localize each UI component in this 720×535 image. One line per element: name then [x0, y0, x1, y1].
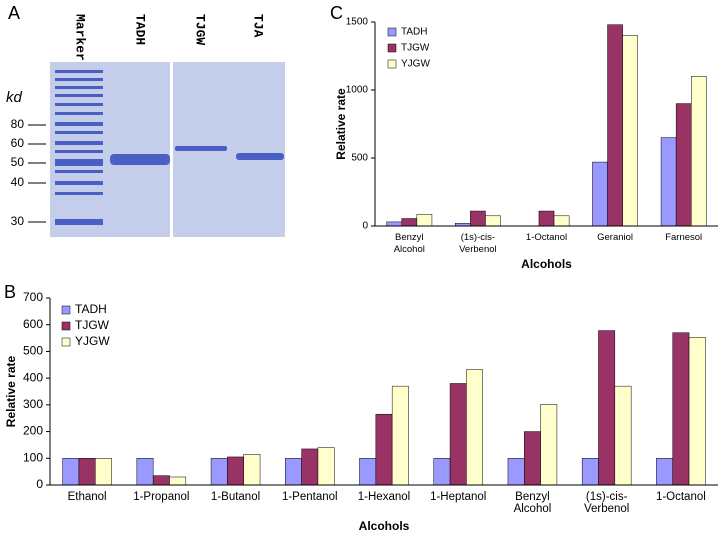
- bar: [672, 332, 690, 486]
- x-tick-label: Ethanol: [67, 491, 107, 503]
- x-tick-label: 1-Butanol: [210, 491, 261, 503]
- x-tick-label: 1-Octanol: [655, 491, 706, 503]
- legend-label: TADH: [401, 27, 427, 38]
- bar: [538, 210, 555, 227]
- legend-label: YJGW: [401, 59, 430, 70]
- y-tick-label: 500: [23, 344, 43, 358]
- legend-label: YJGW: [75, 334, 110, 348]
- marker-label: 50: [11, 155, 25, 169]
- bar: [485, 215, 501, 227]
- y-tick-label: 700: [23, 290, 43, 304]
- legend-swatch: [387, 43, 397, 53]
- bar: [553, 215, 570, 227]
- bar: [470, 210, 486, 227]
- legend-label: TADH: [75, 302, 107, 316]
- x-axis-label: Alcohols: [359, 519, 410, 533]
- bar: [95, 458, 112, 486]
- bar: [169, 476, 187, 486]
- legend-swatch: [61, 305, 71, 315]
- bar: [433, 458, 451, 486]
- lane-label: TJGW: [193, 14, 208, 45]
- bar: [152, 475, 170, 486]
- bar: [243, 454, 261, 486]
- bar: [690, 76, 707, 227]
- bar: [227, 456, 244, 486]
- bar: [581, 458, 599, 486]
- bar: [359, 458, 377, 486]
- bar: [598, 330, 616, 486]
- bar: [688, 337, 706, 486]
- bar: [62, 458, 80, 486]
- bar: [210, 458, 228, 486]
- y-tick-label: 100: [23, 450, 43, 464]
- y-tick-label: 500: [351, 153, 368, 164]
- x-tick-label: (1s)-cis-Verbenol: [459, 232, 497, 255]
- bar: [386, 221, 403, 227]
- bar: [660, 137, 677, 227]
- x-tick-label: 1-Pentanol: [281, 491, 338, 503]
- bar: [416, 214, 433, 227]
- marker-label: 60: [11, 136, 25, 150]
- bar: [466, 369, 483, 486]
- legend-label: TJGW: [401, 43, 430, 54]
- x-axis-label: Alcohols: [521, 257, 572, 271]
- y-tick-label: 0: [36, 477, 43, 491]
- bar: [675, 103, 692, 227]
- y-tick-label: 200: [23, 424, 43, 438]
- x-tick-label: Benzyl Alcohol: [513, 491, 552, 515]
- panel-label: A: [8, 3, 20, 23]
- marker-ticks: [28, 124, 46, 223]
- lane-label: TJA: [251, 14, 266, 38]
- y-tick-label: 1500: [346, 17, 369, 28]
- bar: [507, 458, 525, 486]
- bar: [301, 448, 319, 486]
- lane-label: Marker: [73, 14, 88, 61]
- panel-label: C: [330, 3, 343, 23]
- x-tick-label: 1-Hexanol: [357, 491, 411, 503]
- marker-label: 80: [11, 117, 25, 131]
- x-tick-label: 1-Propanol: [133, 491, 190, 503]
- legend-swatch: [61, 321, 71, 331]
- bar: [391, 385, 409, 486]
- x-tick-label: Geraniol: [597, 232, 634, 243]
- y-tick-label: 300: [23, 397, 43, 411]
- bar: [78, 458, 96, 486]
- bar: [656, 458, 673, 486]
- legend-label: TJGW: [75, 318, 110, 332]
- marker-label: 40: [11, 175, 25, 189]
- panel-label: B: [4, 282, 16, 302]
- bar: [401, 218, 418, 227]
- legend-swatch: [387, 27, 397, 37]
- y-tick-label: 600: [23, 317, 43, 331]
- bar: [607, 24, 623, 227]
- bar: [449, 383, 467, 486]
- gel-unit: kd: [6, 89, 23, 106]
- legend-swatch: [61, 337, 71, 347]
- y-axis-label: Relative rate: [4, 355, 18, 427]
- bar: [592, 161, 608, 227]
- x-tick-label: 1-Octanol: [525, 232, 568, 243]
- lane-label: TADH: [133, 14, 148, 45]
- x-tick-label: Benzyl Alcohol: [393, 232, 425, 255]
- x-tick-label: 1-Heptanol: [430, 491, 487, 503]
- x-tick-label: (1s)-cis-Verbenol: [583, 491, 630, 515]
- y-axis-label: Relative rate: [334, 88, 348, 160]
- y-tick-label: 400: [23, 370, 43, 384]
- legend-swatch: [387, 59, 397, 69]
- bar: [622, 35, 638, 227]
- bar: [375, 413, 393, 486]
- gel-image: [50, 62, 285, 237]
- y-tick-label: 1000: [346, 85, 369, 96]
- marker-label: 30: [11, 214, 25, 228]
- y-tick-label: 0: [362, 221, 368, 232]
- bar: [614, 385, 632, 486]
- bar: [524, 431, 541, 486]
- bar: [136, 458, 154, 486]
- bar: [540, 404, 558, 486]
- x-tick-label: Farnesol: [665, 232, 703, 243]
- bar: [285, 458, 302, 486]
- bar: [317, 447, 335, 486]
